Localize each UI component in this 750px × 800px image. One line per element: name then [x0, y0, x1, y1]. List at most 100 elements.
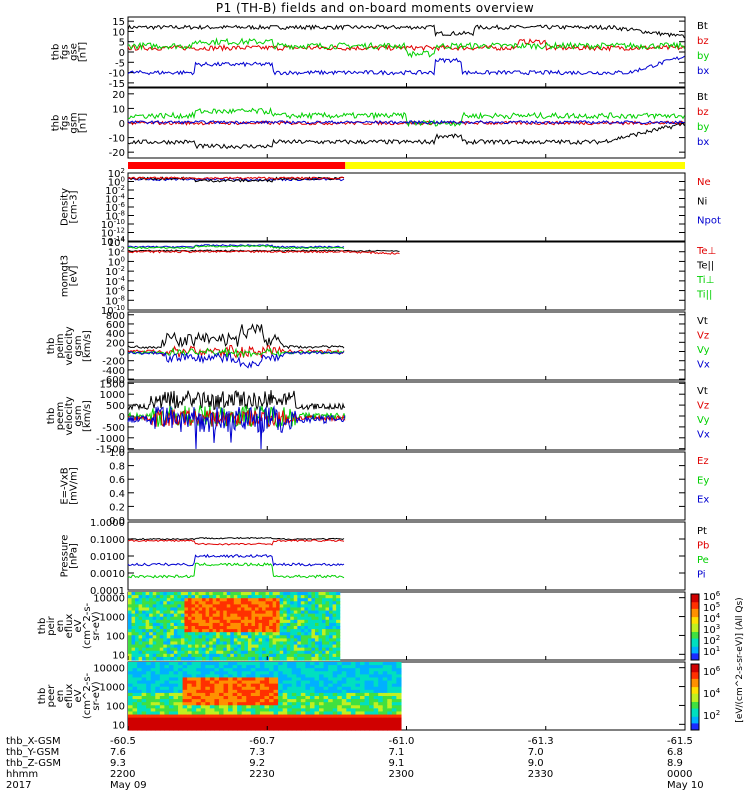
- ylabel-3-1: [cm-3]: [69, 190, 80, 223]
- heat-cell: [184, 629, 189, 633]
- series-1-bt: [127, 24, 685, 39]
- heat-cell: [223, 720, 229, 725]
- heat-cell: [290, 619, 295, 624]
- heat-cell: [135, 641, 140, 646]
- heat-cell: [262, 626, 267, 630]
- heat-cell: [396, 723, 402, 728]
- heat-cell: [223, 689, 229, 694]
- heat-cell: [226, 616, 231, 621]
- heat-cell: [265, 644, 270, 649]
- heat-cell: [290, 632, 295, 636]
- heat-cell: [369, 705, 375, 709]
- ylabel-6-3: gsm: [73, 405, 84, 426]
- heat-cell: [322, 641, 327, 646]
- heat-cell: [341, 692, 347, 697]
- heat-cell: [300, 723, 307, 728]
- heat-cell: [178, 717, 184, 722]
- heat-cell: [137, 689, 143, 694]
- heat-cell: [173, 668, 179, 672]
- heat-cell: [336, 601, 341, 605]
- heat-cell: [132, 711, 138, 716]
- heat-cell: [276, 607, 281, 612]
- heat-cell: [223, 726, 229, 731]
- heat-cell: [156, 604, 161, 609]
- heat-cell: [332, 592, 337, 596]
- heat-cell: [300, 595, 305, 599]
- heat-cell: [191, 616, 196, 621]
- heat-cell: [276, 622, 281, 627]
- heat-cell: [286, 644, 291, 649]
- heat-cell: [164, 668, 170, 672]
- heat-cell: [150, 720, 156, 725]
- heat-cell: [131, 635, 136, 639]
- colorbar-electron-band: [691, 678, 699, 681]
- heat-cell: [269, 689, 275, 694]
- heat-cell: [276, 601, 281, 605]
- heat-cell: [166, 638, 171, 643]
- heat-cell: [276, 629, 281, 633]
- heat-cell: [290, 595, 295, 599]
- heat-cell: [145, 592, 150, 596]
- heat-cell: [196, 677, 202, 682]
- heat-cell: [173, 610, 178, 615]
- heat-cell: [373, 702, 379, 706]
- heat-cell: [314, 696, 320, 700]
- heat-cell: [168, 720, 175, 725]
- colorbar-ion-band: [691, 640, 699, 643]
- heat-cell: [264, 720, 270, 725]
- heat-cell: [328, 662, 334, 666]
- heat-cell: [382, 662, 388, 666]
- heat-cell: [132, 677, 138, 682]
- heat-cell: [250, 705, 256, 709]
- heat-cell: [336, 644, 341, 649]
- heat-cell: [391, 668, 397, 672]
- heat-cell: [142, 635, 147, 639]
- heat-cell: [283, 592, 288, 596]
- heat-cell: [309, 668, 316, 672]
- heat-cell: [241, 723, 247, 728]
- heat-cell: [290, 650, 295, 655]
- heat-cell: [237, 610, 242, 615]
- heat-cell: [272, 604, 277, 609]
- heat-cell: [325, 619, 330, 624]
- heat-cell: [173, 647, 178, 652]
- heat-cell: [293, 607, 298, 612]
- heat-cell: [200, 674, 206, 679]
- heat-cell: [135, 647, 140, 652]
- heat-cell: [209, 696, 216, 700]
- ylabel-1-3: [nT]: [78, 42, 89, 62]
- heat-cell: [149, 626, 154, 630]
- heat-cell: [311, 650, 316, 655]
- heat-cell: [300, 607, 305, 612]
- heat-cell: [314, 616, 320, 621]
- heat-cell: [337, 717, 343, 722]
- heat-cell: [202, 656, 207, 661]
- heat-cell: [341, 683, 347, 688]
- heat-cell: [283, 616, 288, 621]
- heat-cell: [328, 671, 334, 675]
- heat-cell: [196, 689, 202, 694]
- colorbar-electron-band: [691, 701, 699, 705]
- heat-cell: [180, 644, 186, 649]
- heat-cell: [350, 680, 357, 685]
- heat-cell: [178, 720, 184, 725]
- legend-8-Pb: Pb: [697, 541, 709, 552]
- heat-cell: [337, 723, 343, 728]
- heat-cell: [336, 595, 341, 599]
- heat-cell: [195, 598, 200, 602]
- heat-cell: [337, 677, 343, 682]
- heat-cell: [226, 610, 231, 615]
- heat-cell: [230, 622, 235, 627]
- heat-cell: [359, 705, 366, 709]
- heat-cell: [332, 644, 337, 649]
- heat-cell: [230, 619, 235, 624]
- heat-cell: [296, 714, 302, 719]
- heat-cell: [276, 653, 281, 658]
- heat-cell: [195, 647, 200, 652]
- heat-cell: [166, 626, 171, 630]
- heat-cell: [223, 702, 229, 706]
- ytick-label-10-1: 1000: [100, 683, 125, 694]
- heat-cell: [212, 619, 217, 624]
- heat-cell: [182, 717, 188, 722]
